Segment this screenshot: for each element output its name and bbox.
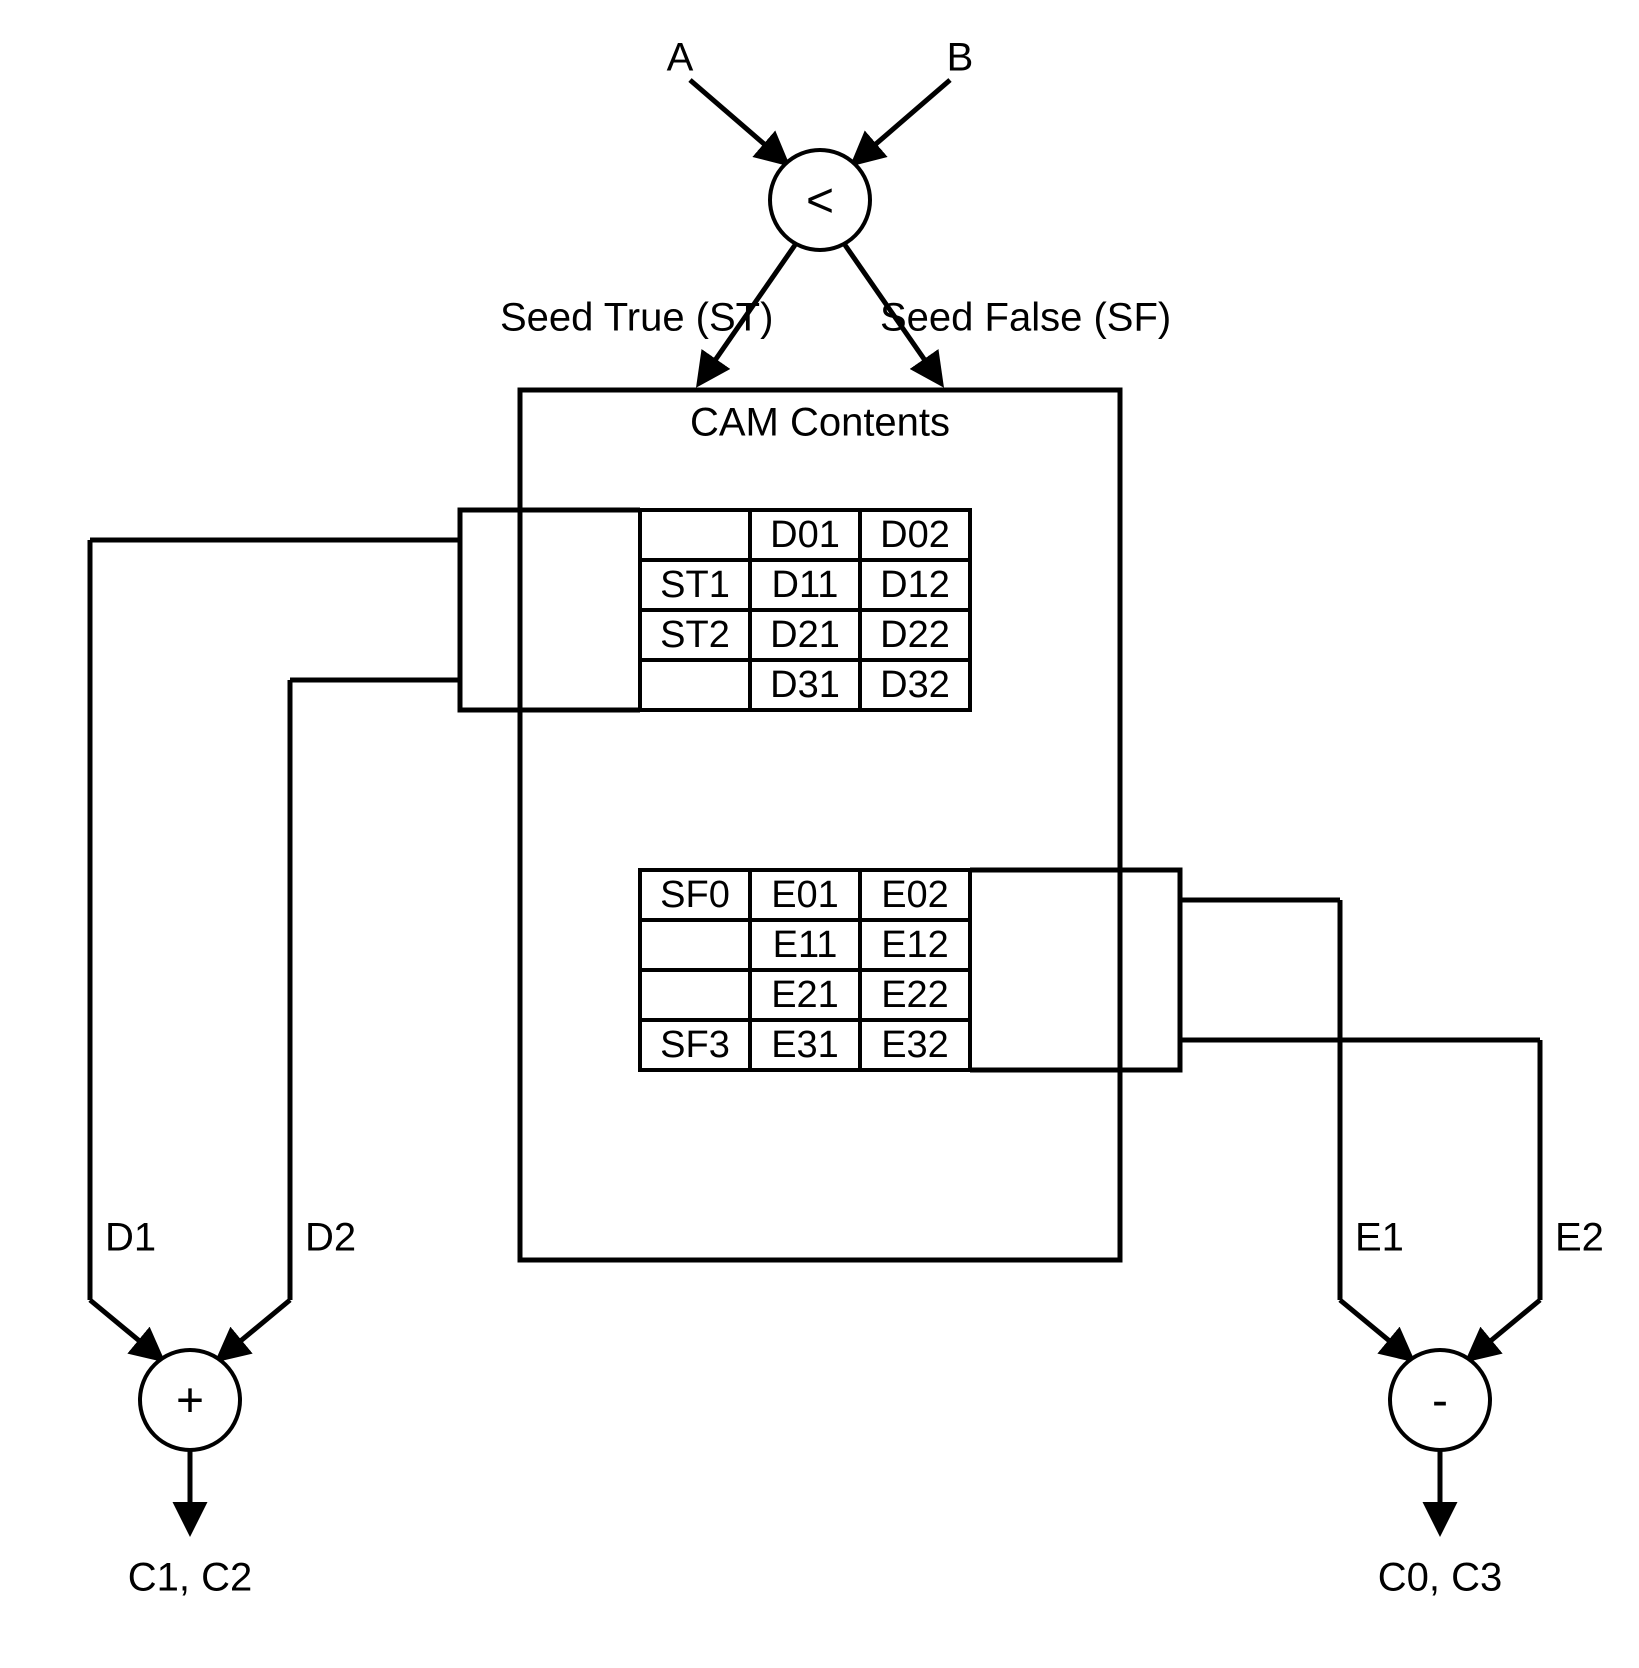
edge-e2-minus [1470,1300,1540,1358]
block2-val-r3-c2: E32 [881,1024,949,1066]
block2-val-r0-c0: SF0 [660,874,730,916]
block1-val-r3-c2: D32 [880,664,950,706]
minus-op: - [1432,1375,1448,1428]
block1-val-r0-c2: D02 [880,514,950,556]
c1c2-label: C1, C2 [128,1556,253,1600]
plus-op: + [176,1375,204,1428]
d1-label: D1 [105,1216,156,1260]
block1-val-r3-c1: D31 [770,664,840,706]
block1-val-r0-c1: D01 [770,514,840,556]
block2-val-r0-c2: E02 [881,874,949,916]
block1-val-r2-c2: D22 [880,614,950,656]
edge-d2-plus [220,1300,290,1358]
block1-cell-r0-c0 [640,510,750,560]
block1-val-r1-c1: D11 [772,564,839,606]
block1-val-r2-c1: D21 [770,614,840,656]
block1-cell-r3-c0 [640,660,750,710]
cam-title: CAM Contents [690,401,950,445]
block2-val-r3-c1: E31 [771,1024,839,1066]
block2-val-r1-c1: E11 [773,924,838,966]
block1-val-r1-c0: ST1 [660,564,730,606]
input-b-label: B [947,36,974,80]
cam-diagram: AB<Seed True (ST)Seed False (SF)CAM Cont… [0,0,1639,1668]
seed-false-label: Seed False (SF) [880,296,1171,340]
e1-label: E1 [1355,1216,1404,1260]
input-a-label: A [667,36,694,80]
block2-val-r2-c2: E22 [881,974,949,1016]
edge-e1-minus [1340,1300,1410,1358]
block2-val-r0-c1: E01 [771,874,839,916]
edge-d1-plus [90,1300,160,1358]
block1-val-r1-c2: D12 [880,564,950,606]
c0c3-label: C0, C3 [1378,1556,1503,1600]
edge-a-comparator [690,80,785,162]
comparator-op: < [806,175,834,228]
edge-b-comparator [855,80,950,162]
e2-label: E2 [1555,1216,1604,1260]
block2-val-r3-c0: SF3 [660,1024,730,1066]
block2-cell-r2-c0 [640,970,750,1020]
block2-val-r1-c2: E12 [881,924,949,966]
block2-val-r2-c1: E21 [771,974,839,1016]
d2-label: D2 [305,1216,356,1260]
block1-val-r2-c0: ST2 [660,614,730,656]
block2-cell-r1-c0 [640,920,750,970]
